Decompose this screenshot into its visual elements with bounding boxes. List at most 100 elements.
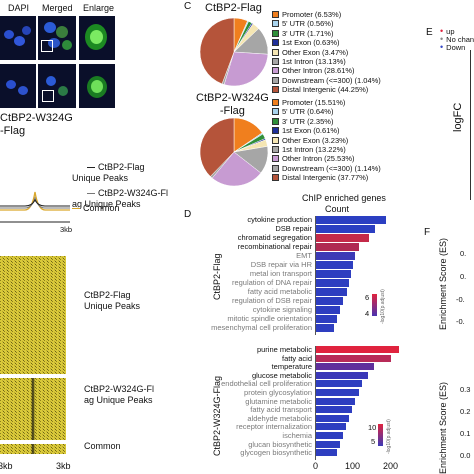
merged-image-1	[38, 16, 76, 60]
header-merged: Merged	[42, 3, 73, 13]
legend-swatch	[272, 20, 279, 28]
cb2-label: -log10(p.adjust)	[386, 419, 392, 454]
legend-w324g: CtBP2-W324G-Fl ag Unique Peaks	[72, 188, 169, 209]
legend-swatch	[272, 117, 279, 125]
bar-axis	[315, 216, 316, 335]
pie1-legend-item: Distal Intergenic (44.25%)	[272, 85, 368, 94]
bar-category-label: mesenchymal cell proliferation	[211, 323, 312, 332]
pie1-slice-8	[199, 17, 235, 85]
pie2-legend-item: Distal Intergenic (37.77%)	[272, 173, 368, 182]
enlarge-image-2	[79, 64, 115, 108]
panel-e-letter: E	[426, 27, 433, 38]
legend-swatch	[272, 164, 279, 172]
legend-text: Distal Intergenic (37.77%)	[282, 173, 369, 183]
f1-tick-2: -0.	[456, 295, 465, 304]
pie2-slice-6	[211, 151, 262, 187]
bar	[316, 324, 334, 332]
legend-text: 3' UTR (1.71%)	[282, 28, 334, 38]
bar-category-label: glycogen biosynthetic	[240, 448, 312, 458]
heatmap-label-common: Common	[84, 441, 121, 451]
pie-chart-1	[199, 17, 269, 87]
legend-swatch	[272, 76, 279, 84]
f2-tick-2: 0.1	[460, 429, 471, 438]
pie1-legend-item: 1st Exon (0.63%)	[272, 38, 340, 47]
pie1-legend-item: 3' UTR (1.71%)	[272, 29, 333, 38]
bar-category-label: fatty acid transport	[250, 405, 312, 415]
profile-line-w324g	[0, 196, 70, 209]
pie1-slice-6	[223, 51, 269, 87]
legend-text: Other Intron (28.61%)	[282, 66, 355, 76]
x-tick-0: 0	[313, 461, 319, 471]
bar-category-label: metal ion transport	[249, 269, 312, 278]
bar-category-label: fatty acid	[281, 353, 312, 363]
bar-category-label: cytokine production	[247, 215, 312, 224]
bar	[316, 414, 349, 422]
cb1-tick-4: 4	[365, 309, 370, 318]
bar-category-label: purine metabolic	[256, 345, 312, 354]
panel-f-ylabel-1: Enrichment Score (ES)	[438, 237, 448, 330]
legend-swatch	[272, 99, 279, 106]
panel-e-ylabel: logFC	[452, 102, 464, 132]
legend-flag: CtBP2-Flag Unique Peaks	[72, 162, 145, 183]
panel-b-title: CtBP2-W324G -Flag	[0, 112, 73, 138]
f2-tick-0: 0.3	[460, 385, 471, 394]
x-axis: 0 100 200	[313, 460, 413, 472]
pie2-legend-item: 3' UTR (2.35%)	[272, 117, 333, 126]
bar	[316, 346, 400, 354]
f1-tick-1: 0.	[460, 272, 467, 281]
profile-axis-3kb: 3kb	[60, 225, 73, 234]
legend-text: 1st Intron (13.22%)	[282, 145, 346, 154]
pie2-legend-item: 5' UTR (0.64%)	[272, 107, 333, 116]
pie2-legend-item: Other Intron (25.53%)	[272, 154, 355, 163]
cb2-tick-5: 5	[371, 437, 376, 446]
legend-text: Other Exon (3.23%)	[282, 135, 349, 145]
bar-category-label: EMT	[296, 251, 312, 260]
legend-text: 3' UTR (2.35%)	[282, 116, 334, 126]
bar-category-label: aldehyde metabolic	[247, 413, 312, 423]
pie2-legend: Promoter (15.51%) 5' UTR (0.64%) 3' UTR (2…	[270, 98, 410, 188]
bar	[316, 297, 344, 305]
legend-no-change: •No change	[440, 34, 474, 44]
bar-category-label: ischemia	[282, 431, 312, 440]
legend-swatch	[272, 155, 279, 163]
bar	[316, 225, 375, 233]
cb1-tick-6: 6	[365, 293, 370, 302]
profile-line-common	[0, 191, 70, 211]
legend-swatch	[272, 108, 279, 116]
bar-category-label: mitotic spindle orientation	[227, 314, 312, 323]
heatmap-label-w324g: CtBP2-W324G-Fl ag Unique Peaks	[84, 384, 155, 405]
pie1-legend-item: Downstream (<=300) (1.04%)	[272, 76, 381, 85]
cb2-tick-10: 10	[368, 423, 377, 432]
legend-swatch	[272, 174, 279, 182]
legend-text: 1st Exon (0.63%)	[282, 38, 340, 48]
pie-chart-2	[199, 117, 269, 187]
legend-common: Common	[72, 204, 120, 213]
profile-plot	[0, 191, 70, 223]
bar	[316, 288, 347, 296]
pie1-legend-item: Other Exon (3.47%)	[272, 48, 348, 57]
panel-f-ylabel-2: Enrichment Score (ES)	[438, 381, 448, 474]
bar-category-label: protein glycosylation	[244, 388, 312, 397]
legend-text: Downstream (<=300) (1.04%)	[282, 75, 381, 85]
panel-d-title: ChIP enriched genes	[302, 193, 386, 203]
bar	[316, 371, 369, 379]
legend-text: 1st Exon (0.61%)	[282, 126, 340, 136]
legend-swatch	[272, 127, 279, 135]
x-tick-200: 200	[383, 461, 399, 471]
legend-text: 1st Intron (13.13%)	[282, 57, 346, 66]
legend-swatch	[272, 58, 279, 65]
legend-text: Promoter (15.51%)	[282, 98, 346, 107]
bar	[316, 440, 340, 448]
pie2-title: CtBP2-W324G -Flag	[196, 92, 269, 117]
bar	[316, 389, 359, 397]
header-dapi: DAPI	[8, 3, 30, 13]
heatmap-axis-left: 3kb	[0, 461, 13, 471]
bar	[316, 306, 340, 314]
group1-label: CtBP2-Flag	[212, 253, 222, 300]
bar-axis	[315, 346, 316, 460]
profile-line-flag	[0, 198, 70, 207]
peak-heatmap	[0, 256, 66, 454]
pie1-legend-item: 1st Intron (13.13%)	[272, 57, 346, 66]
pie2-legend-item: 1st Exon (0.61%)	[272, 126, 340, 135]
bar-category-label: cytokine signaling	[252, 305, 312, 314]
